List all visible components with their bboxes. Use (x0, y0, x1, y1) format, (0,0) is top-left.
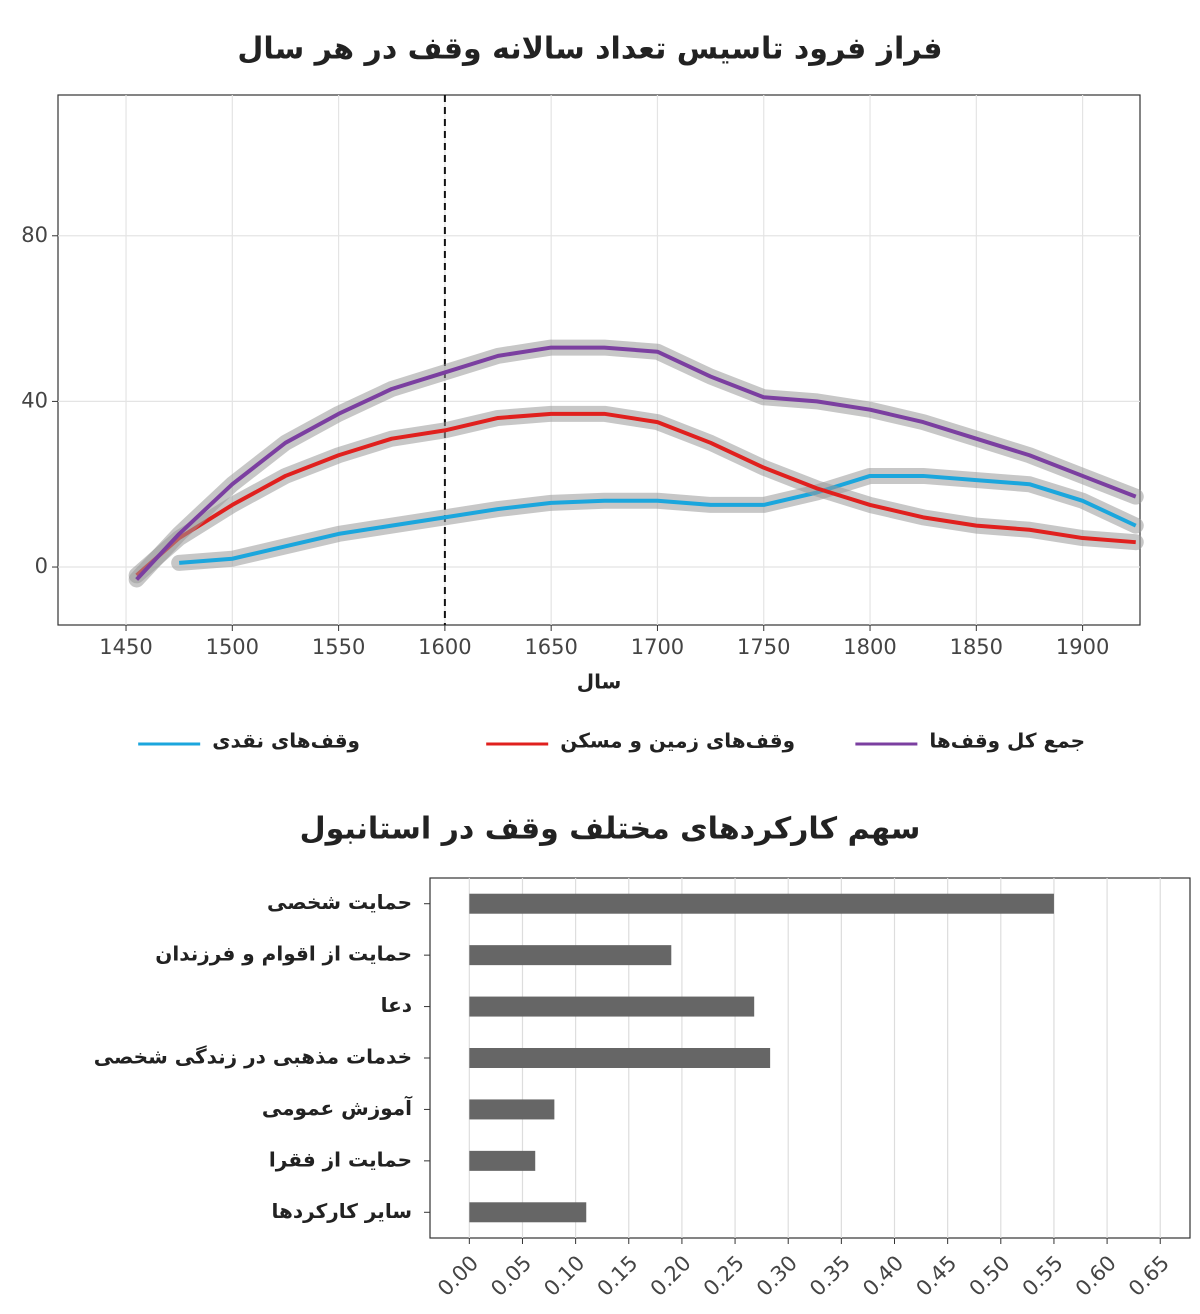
y-tick-label: 80 (21, 223, 48, 247)
trend-line (135, 345, 1137, 581)
x-tick-label: 1600 (418, 635, 471, 659)
x-tick-label: 0.10 (539, 1251, 589, 1301)
trend-line (179, 473, 1137, 565)
y-tick-label: آموزش عمومی (262, 1095, 413, 1120)
x-tick-label: 0.60 (1071, 1251, 1121, 1301)
x-tick-label: 0.05 (486, 1251, 536, 1301)
bar (469, 1099, 555, 1120)
x-tick-label: 0.40 (858, 1251, 908, 1301)
x-tick-label: 1850 (950, 635, 1003, 659)
x-tick-label: 1500 (206, 635, 259, 659)
legend-label: جمع کل وقف‌ها (929, 729, 1085, 753)
trend-line (135, 411, 1136, 577)
y-tick-label: خدمات مذهبی در زندگی شخصی (94, 1045, 412, 1069)
x-tick-label: 0.45 (911, 1251, 961, 1301)
x-tick-label: 0.20 (646, 1251, 696, 1301)
x-tick-label: 1650 (524, 635, 577, 659)
x-tick-label: 0.25 (699, 1251, 749, 1301)
x-axis-label: سال (577, 670, 622, 694)
bar (469, 1150, 536, 1171)
chart-title: سهم کارکردهای مختلف وقف در استانبول (300, 812, 921, 847)
bar (469, 893, 1054, 914)
y-tick-label: دعا (381, 993, 412, 1017)
x-tick-label: 0.65 (1124, 1251, 1174, 1301)
y-tick-label: سایر کارکردها (272, 1199, 412, 1223)
legend-label: وقف‌های زمین و مسکن (560, 729, 795, 753)
x-tick-label: 0.55 (1018, 1251, 1068, 1301)
legend-label: وقف‌های نقدی (212, 729, 360, 753)
plot-panel (57, 94, 1141, 626)
x-tick-label: 1900 (1056, 635, 1109, 659)
x-tick-label: 0.15 (593, 1251, 643, 1301)
y-tick-label: 0 (35, 554, 48, 578)
x-tick-label: 1700 (631, 635, 684, 659)
bar (469, 1202, 587, 1223)
y-tick-label: حمایت از اقوام و فرزندان (155, 942, 412, 966)
x-tick-label: 1450 (99, 635, 152, 659)
chart-title: فراز فرود تاسیس تعداد سالانه وقف در هر س… (237, 32, 942, 67)
x-tick-label: 1550 (312, 635, 365, 659)
y-tick-label: 40 (21, 388, 48, 412)
y-tick-label: حمایت از فقرا (269, 1147, 412, 1171)
x-tick-label: 1800 (843, 635, 896, 659)
x-tick-label: 0.30 (752, 1251, 802, 1301)
bar (469, 1048, 771, 1068)
bar (469, 945, 672, 966)
x-tick-label: 0.00 (433, 1251, 483, 1301)
y-tick-label: حمایت شخصی (267, 890, 412, 914)
x-tick-label: 0.50 (965, 1251, 1015, 1301)
bar (469, 996, 755, 1017)
x-tick-label: 0.35 (805, 1251, 855, 1301)
x-tick-label: 1750 (737, 635, 790, 659)
